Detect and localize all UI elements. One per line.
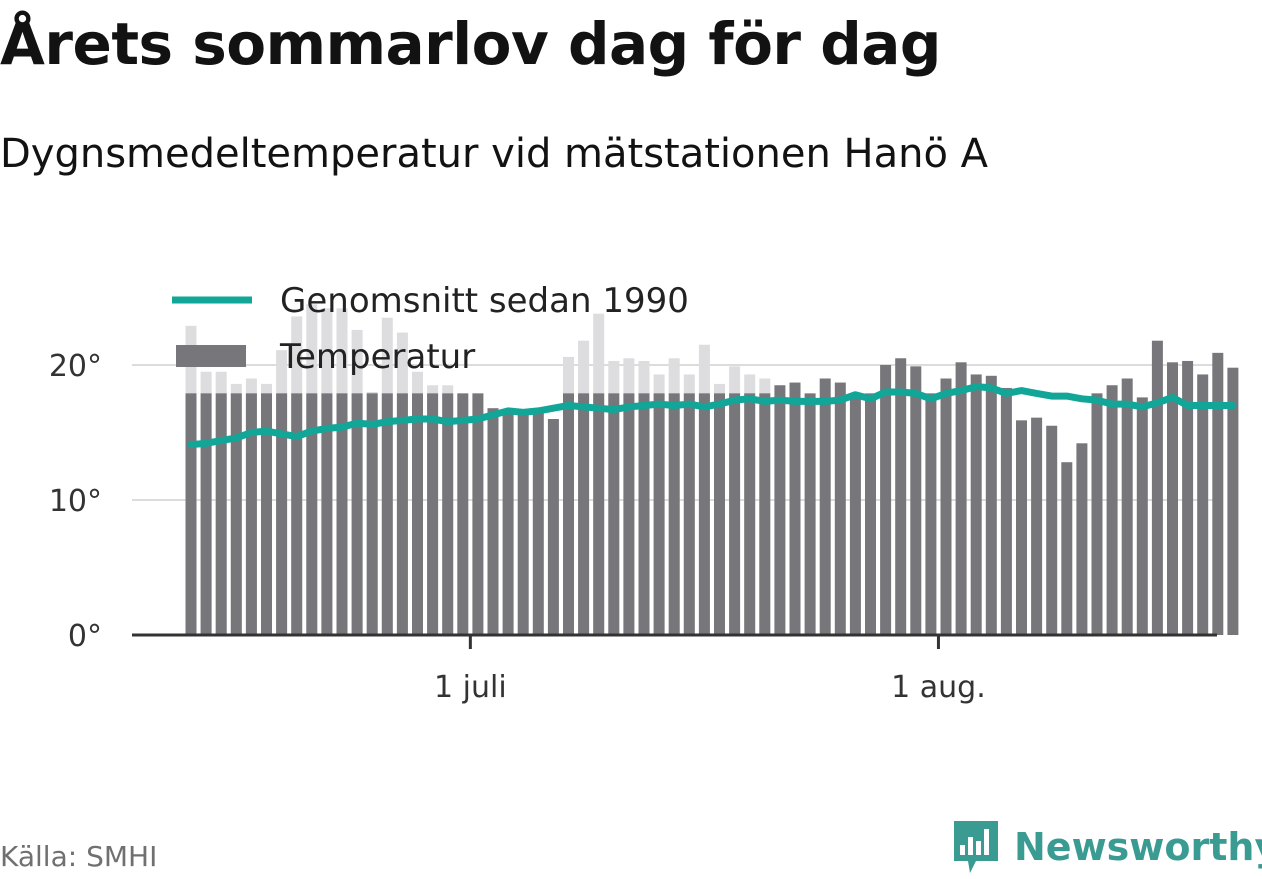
temperature-bar <box>351 393 363 635</box>
temperature-bar <box>547 419 559 635</box>
temperature-bar <box>396 393 408 635</box>
temperature-bar <box>1197 374 1209 635</box>
temperature-bar <box>608 393 620 635</box>
source-note: Källa: SMHI <box>0 840 158 873</box>
temperature-bar <box>366 393 378 635</box>
x-axis-ticks: 1 juli 1 aug. <box>434 635 986 705</box>
temperature-bar <box>517 412 529 635</box>
temperature-bar <box>487 408 499 635</box>
temperature-bar <box>261 393 272 635</box>
temperature-bar <box>291 393 303 635</box>
temperature-bar <box>940 378 952 635</box>
temperature-chart: 0° 10° 20° 1 juli 1 aug. Genomsnitt sedan 1… <box>49 281 1239 705</box>
temperature-bar <box>955 362 967 635</box>
temperature-bar <box>1061 462 1073 635</box>
temperature-bar <box>865 393 876 635</box>
brand-name: Newsworthy <box>1014 825 1262 869</box>
temperature-bar <box>1167 362 1178 635</box>
temperature-bar <box>578 393 590 635</box>
y-axis-ticks: 0° 10° 20° <box>49 349 102 654</box>
temperature-bar <box>683 393 695 635</box>
temperature-bar <box>276 393 288 635</box>
temperature-bar <box>200 393 212 635</box>
temperature-bar <box>895 358 907 635</box>
temperature-bar <box>759 393 771 635</box>
temperature-bar <box>563 393 574 635</box>
x-tick-label: 1 juli <box>434 670 507 705</box>
temperature-bar <box>834 382 846 635</box>
temperature-bar <box>849 393 861 635</box>
temperature-bar <box>1016 420 1027 635</box>
temperature-bar <box>774 385 786 635</box>
temperature-bar <box>1076 443 1088 635</box>
legend: Genomsnitt sedan 1990 Temperatur <box>172 281 689 377</box>
temperature-bar <box>880 365 892 635</box>
brand-logo[interactable]: Newsworthy <box>950 815 1262 879</box>
temperature-bar <box>1106 385 1118 635</box>
legend-bar-swatch <box>176 345 246 367</box>
temperature-bar <box>819 378 831 635</box>
temperature-bar <box>638 393 650 635</box>
temperature-bar <box>427 393 439 635</box>
temperature-bar <box>245 393 257 635</box>
temperature-bar <box>593 393 605 635</box>
y-tick-label: 0° <box>68 619 102 654</box>
temperature-bar <box>502 410 514 635</box>
temperature-bar <box>412 393 423 635</box>
temperature-bar <box>457 393 469 635</box>
temperature-bar <box>1031 417 1043 635</box>
legend-label-temperature: Temperatur <box>279 337 475 377</box>
bar-chart-speech-bubble-icon <box>954 821 998 873</box>
temperature-bar <box>1091 393 1103 635</box>
temperature-bar <box>925 393 937 635</box>
temperature-bar <box>1182 360 1194 635</box>
y-tick-label: 10° <box>49 484 102 519</box>
temperature-bar <box>729 393 741 635</box>
temperature-bars <box>185 340 1239 635</box>
temperature-bar <box>230 393 242 635</box>
temperature-bar <box>789 382 801 635</box>
temperature-bar <box>804 393 816 635</box>
temperature-bar <box>306 393 318 635</box>
temperature-bar <box>215 393 227 635</box>
temperature-bar <box>336 393 348 635</box>
temperature-bar <box>653 393 665 635</box>
temperature-bar <box>985 375 997 635</box>
temperature-bar <box>472 393 484 635</box>
temperature-bar <box>1136 397 1148 635</box>
temperature-bar <box>381 393 393 635</box>
temperature-bar <box>970 374 982 635</box>
temperature-bar <box>744 393 756 635</box>
temperature-bar <box>623 393 635 635</box>
x-tick-label: 1 aug. <box>891 670 986 705</box>
temperature-bar <box>910 366 922 635</box>
temperature-bar <box>321 393 333 635</box>
temperature-bar <box>1121 378 1133 635</box>
average-line <box>187 383 1237 449</box>
temperature-bar <box>185 393 197 635</box>
temperature-bar <box>1046 425 1058 635</box>
temperature-bar <box>1227 367 1239 635</box>
legend-label-average: Genomsnitt sedan 1990 <box>280 281 689 321</box>
chart-subtitle: Dygnsmedeltemperatur vid mätstationen Ha… <box>0 131 989 177</box>
y-tick-label: 20° <box>49 349 102 384</box>
temperature-bar <box>1000 387 1012 635</box>
temperature-bar <box>1212 352 1224 635</box>
temperature-bar <box>442 393 454 635</box>
temperature-bar <box>714 393 725 635</box>
temperature-bar <box>1151 340 1163 635</box>
temperature-bar <box>668 393 680 635</box>
temperature-bar <box>532 410 544 635</box>
chart-title: Årets sommarlov dag för dag <box>0 10 941 78</box>
temperature-bar <box>698 393 710 635</box>
